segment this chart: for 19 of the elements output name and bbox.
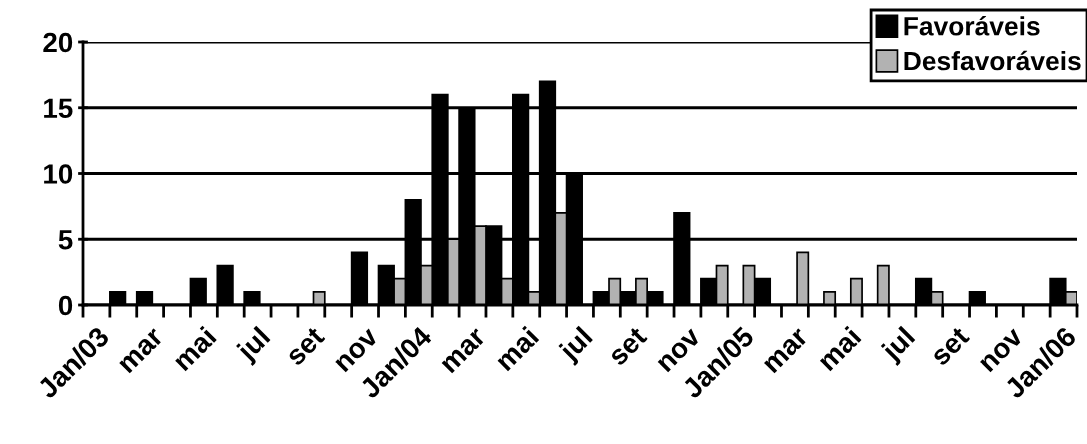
y-tick-label: 5	[58, 230, 73, 250]
legend-label: Desfavoráveis	[904, 50, 1081, 71]
x-tick-label: mai	[816, 325, 862, 372]
x-tick-label: set	[285, 326, 326, 367]
y-tick-label: 15	[44, 98, 73, 119]
x-tick-label: set	[929, 326, 971, 367]
x-tick-label: mai	[171, 325, 217, 372]
y-tick-label: 20	[43, 32, 73, 53]
x-tick-label: mar	[119, 328, 165, 374]
x-tick-label: mar	[441, 328, 487, 374]
x-tick-label: jul	[556, 325, 597, 366]
legend-label: Favoráveis	[904, 15, 1040, 36]
x-tick-label: jul	[879, 325, 920, 366]
x-tick-label: mai	[493, 325, 540, 372]
x-tick-label: jul	[234, 325, 275, 366]
x-tick-label: set	[607, 326, 648, 367]
y-tick-label: 0	[58, 295, 73, 316]
x-tick-label: mar	[763, 328, 810, 374]
y-tick-label: 10	[44, 164, 73, 184]
